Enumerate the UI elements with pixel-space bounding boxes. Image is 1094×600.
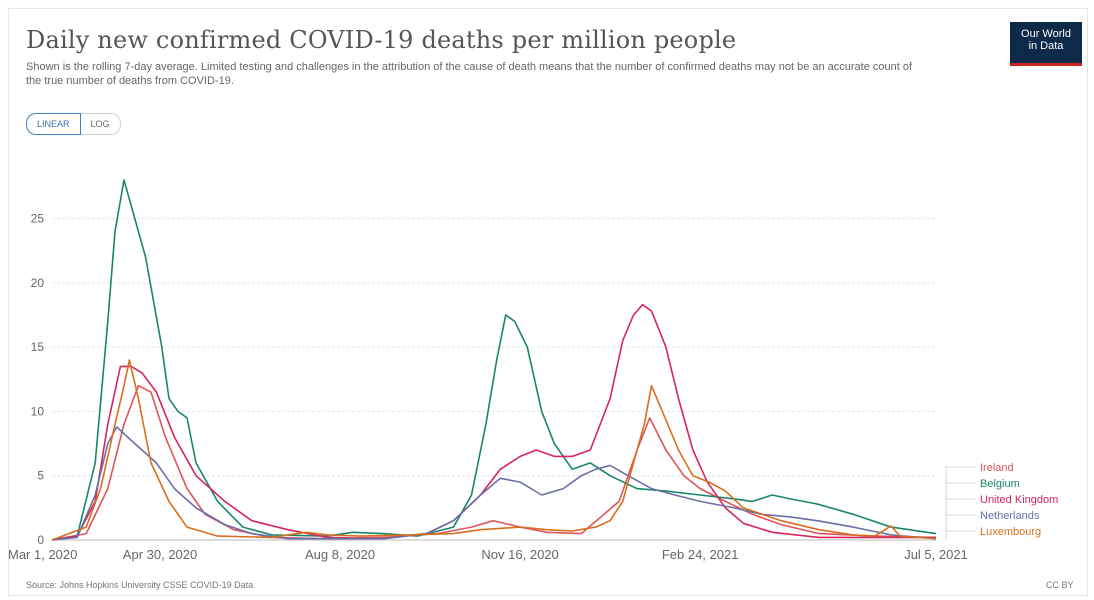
log-scale-button[interactable]: LOG: [80, 113, 121, 135]
scale-toggle: LINEAR LOG: [26, 113, 121, 135]
logo-line-1: Our World: [1021, 28, 1071, 40]
chart-title: Daily new confirmed COVID-19 deaths per …: [26, 26, 737, 54]
source-note: Source: Johns Hopkins University CSSE CO…: [26, 580, 254, 590]
logo-line-2: in Data: [1028, 40, 1064, 52]
chart-frame: [8, 8, 1088, 596]
linear-scale-button[interactable]: LINEAR: [26, 113, 81, 135]
license-link[interactable]: CC BY: [1046, 580, 1074, 590]
owid-logo[interactable]: Our World in Data: [1010, 22, 1082, 66]
chart-subtitle: Shown is the rolling 7-day average. Limi…: [26, 61, 913, 87]
